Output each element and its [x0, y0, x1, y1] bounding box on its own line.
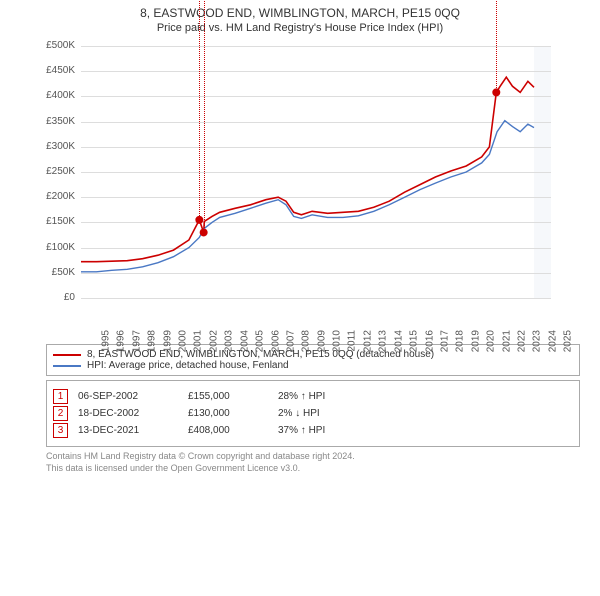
sale-row: 1 06-SEP-2002£155,00028% ↑ HPI [53, 389, 573, 404]
sale-date: 18-DEC-2002 [78, 408, 188, 419]
sale-marker-vline [204, 0, 205, 232]
sale-marker-legend: 1 [53, 389, 68, 404]
sale-row: 3 13-DEC-2021£408,00037% ↑ HPI [53, 423, 573, 438]
page-title: 8, EASTWOOD END, WIMBLINGTON, MARCH, PE1… [0, 6, 600, 20]
sale-marker-legend: 2 [53, 406, 68, 421]
sale-marker-legend: 3 [53, 423, 68, 438]
legend-row: HPI: Average price, detached house, Fenl… [53, 360, 573, 371]
sale-marker-vline [199, 0, 200, 220]
sale-marker-vline [496, 0, 497, 92]
chart-area: £0£50K£100K£150K£200K£250K£300K£350K£400… [35, 38, 565, 338]
page-subtitle: Price paid vs. HM Land Registry's House … [0, 22, 600, 34]
sale-row: 2 18-DEC-2002£130,0002% ↓ HPI [53, 406, 573, 421]
sale-price: £155,000 [188, 391, 278, 402]
series-price_paid [81, 77, 534, 262]
sale-price: £130,000 [188, 408, 278, 419]
chart-svg [35, 38, 565, 338]
sale-delta: 37% ↑ HPI [278, 425, 388, 436]
sale-price: £408,000 [188, 425, 278, 436]
attribution: Contains HM Land Registry data © Crown c… [46, 451, 580, 474]
legend-label: HPI: Average price, detached house, Fenl… [87, 360, 289, 371]
legend-swatch [53, 354, 81, 356]
attribution-line-1: Contains HM Land Registry data © Crown c… [46, 451, 580, 463]
attribution-line-2: This data is licensed under the Open Gov… [46, 463, 580, 475]
sale-delta: 2% ↓ HPI [278, 408, 388, 419]
legend-swatch [53, 365, 81, 367]
sales-box: 1 06-SEP-2002£155,00028% ↑ HPI 2 18-DEC-200… [46, 380, 580, 447]
sale-delta: 28% ↑ HPI [278, 391, 388, 402]
series-hpi [81, 121, 534, 272]
sale-date: 13-DEC-2021 [78, 425, 188, 436]
sale-date: 06-SEP-2002 [78, 391, 188, 402]
